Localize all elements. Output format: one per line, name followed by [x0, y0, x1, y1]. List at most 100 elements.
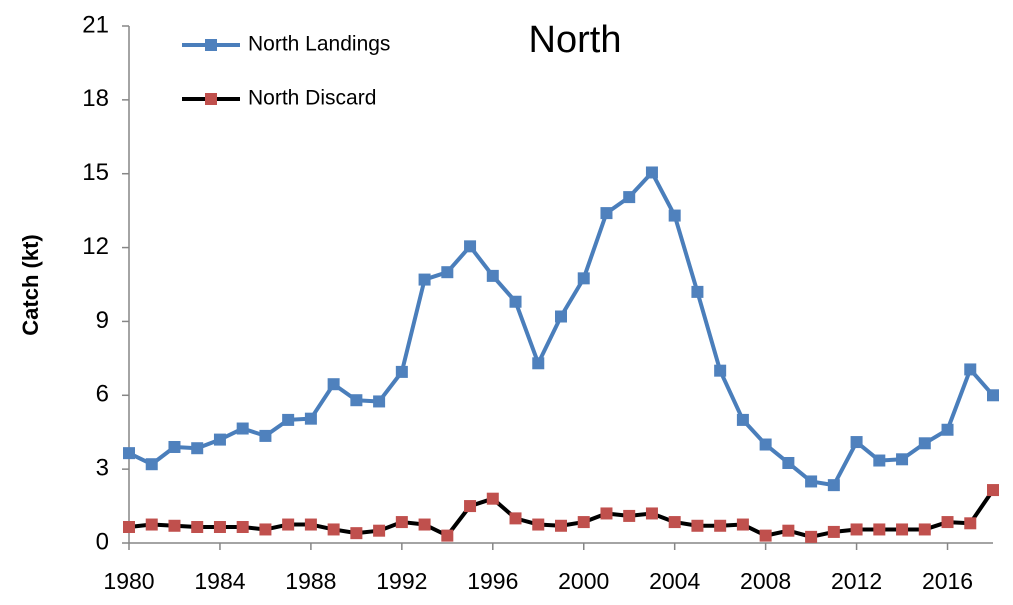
- legend-marker: [205, 39, 217, 51]
- y-tick-label: 12: [82, 233, 109, 260]
- point-marker: [805, 475, 818, 488]
- point-marker: [577, 516, 590, 529]
- point-marker: [668, 209, 681, 222]
- point-marker: [168, 440, 181, 453]
- point-marker: [350, 394, 363, 407]
- point-marker: [327, 378, 340, 391]
- point-marker: [691, 519, 704, 532]
- point-marker: [259, 523, 272, 536]
- point-marker: [873, 454, 886, 467]
- point-marker: [555, 310, 567, 323]
- point-marker: [373, 524, 386, 537]
- point-marker: [395, 516, 408, 529]
- y-axis-label: Catch (kt): [18, 234, 43, 335]
- point-marker: [168, 519, 181, 532]
- point-marker: [623, 509, 636, 522]
- point-marker: [736, 518, 749, 531]
- point-marker: [509, 295, 522, 308]
- point-marker: [418, 518, 431, 531]
- point-marker: [623, 191, 636, 204]
- y-tick-label: 3: [96, 454, 109, 481]
- point-marker: [805, 530, 818, 543]
- point-marker: [304, 412, 317, 425]
- x-tick-label: 2008: [740, 568, 791, 594]
- point-marker: [736, 413, 749, 426]
- point-marker: [441, 266, 454, 279]
- point-marker: [850, 436, 863, 449]
- point-marker: [486, 269, 499, 282]
- point-marker: [555, 519, 567, 532]
- point-marker: [418, 273, 431, 286]
- point-marker: [827, 479, 840, 492]
- point-marker: [532, 357, 545, 370]
- point-marker: [509, 512, 522, 525]
- point-marker: [145, 518, 158, 531]
- point-marker: [714, 519, 727, 532]
- point-marker: [896, 523, 909, 536]
- point-marker: [600, 507, 613, 520]
- y-tick-label: 6: [96, 381, 109, 408]
- point-marker: [759, 529, 772, 542]
- point-marker: [213, 433, 226, 446]
- y-tick-label: 15: [82, 159, 109, 186]
- x-tick-label: 1996: [467, 568, 518, 594]
- point-marker: [191, 520, 204, 533]
- point-marker: [123, 447, 135, 460]
- y-tick-label: 18: [82, 85, 109, 112]
- y-tick-label: 21: [82, 11, 109, 38]
- point-marker: [236, 520, 249, 533]
- series-line: [128, 170, 995, 488]
- point-marker: [918, 437, 931, 450]
- x-tick-label: 1980: [103, 568, 154, 594]
- legend-marker: [205, 93, 217, 105]
- point-marker: [873, 523, 886, 536]
- chart-title: North: [529, 19, 622, 61]
- point-marker: [668, 516, 681, 529]
- point-marker: [191, 442, 204, 455]
- point-marker: [486, 492, 499, 505]
- legend-label: North Landings: [248, 33, 390, 56]
- y-tick-label: 9: [96, 307, 109, 334]
- point-marker: [782, 524, 795, 537]
- point-marker: [464, 240, 477, 253]
- point-marker: [282, 413, 295, 426]
- x-tick-label: 2012: [831, 568, 882, 594]
- x-tick-label: 2004: [649, 568, 700, 594]
- x-tick-label: 2000: [558, 568, 609, 594]
- point-marker: [987, 389, 999, 402]
- point-marker: [691, 285, 704, 298]
- point-marker: [327, 523, 340, 536]
- point-marker: [304, 518, 317, 531]
- x-tick-label: 1988: [285, 568, 336, 594]
- x-tick-label: 1992: [376, 568, 427, 594]
- point-marker: [645, 166, 658, 179]
- point-marker: [600, 207, 613, 220]
- point-marker: [213, 520, 226, 533]
- point-marker: [395, 365, 408, 378]
- x-tick-label: 1984: [194, 568, 245, 594]
- point-marker: [850, 523, 863, 536]
- point-marker: [464, 500, 477, 513]
- point-marker: [714, 364, 727, 377]
- point-marker: [782, 456, 795, 469]
- point-marker: [350, 527, 363, 540]
- point-marker: [964, 517, 977, 530]
- point-marker: [987, 484, 999, 497]
- point-marker: [918, 523, 931, 536]
- point-marker: [145, 458, 158, 471]
- point-marker: [282, 518, 295, 531]
- point-marker: [941, 423, 954, 436]
- point-marker: [373, 395, 386, 408]
- point-marker: [577, 272, 590, 285]
- x-tick-label: 2016: [922, 568, 973, 594]
- point-marker: [759, 438, 772, 451]
- point-marker: [896, 453, 909, 466]
- y-tick-label: 0: [96, 528, 109, 555]
- point-marker: [236, 422, 249, 435]
- point-marker: [941, 516, 954, 529]
- point-marker: [123, 520, 135, 533]
- point-marker: [441, 529, 454, 542]
- legend-label: North Discard: [248, 87, 376, 110]
- point-marker: [645, 507, 658, 520]
